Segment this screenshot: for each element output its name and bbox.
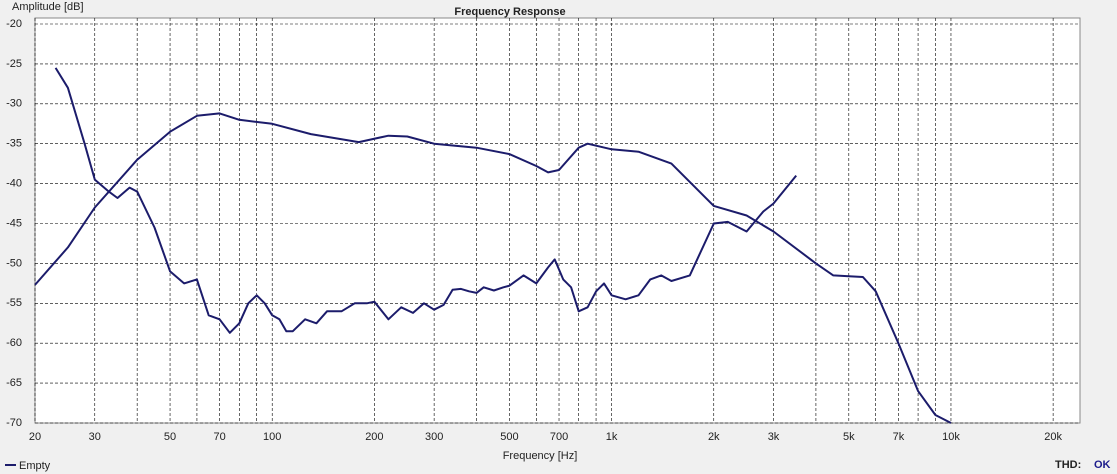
x-tick-label: 1k xyxy=(606,431,618,443)
y-tick-label: -50 xyxy=(6,257,22,269)
series-line xyxy=(54,67,797,334)
x-tick-label: 300 xyxy=(425,431,443,443)
x-tick-label: 10k xyxy=(942,431,960,443)
x-tick-label: 5k xyxy=(843,431,855,443)
plot-area xyxy=(34,17,1081,424)
status-label: THD: xyxy=(1055,459,1081,471)
x-axis-label: Frequency [Hz] xyxy=(503,450,578,462)
x-tick-label: 30 xyxy=(89,431,101,443)
series-line xyxy=(34,112,952,424)
y-tick-label: -20 xyxy=(6,18,22,30)
y-tick-label: -70 xyxy=(6,417,22,429)
y-tick-label: -65 xyxy=(6,377,22,389)
x-tick-label: 20 xyxy=(29,431,41,443)
y-axis-label: Amplitude [dB] xyxy=(12,1,84,13)
y-tick-label: -60 xyxy=(6,337,22,349)
y-tick-label: -45 xyxy=(6,217,22,229)
x-tick-label: 700 xyxy=(550,431,568,443)
x-tick-label: 200 xyxy=(365,431,383,443)
x-tick-label: 50 xyxy=(164,431,176,443)
x-tick-label: 3k xyxy=(768,431,780,443)
y-tick-label: -55 xyxy=(6,297,22,309)
y-tick-label: -40 xyxy=(6,178,22,190)
x-tick-label: 70 xyxy=(214,431,226,443)
x-tick-label: 500 xyxy=(500,431,518,443)
status-value: OK xyxy=(1094,459,1111,471)
chart-title: Frequency Response xyxy=(454,6,565,18)
y-tick-label: -35 xyxy=(6,138,22,150)
legend-label: Empty xyxy=(19,460,51,472)
x-tick-label: 100 xyxy=(263,431,281,443)
y-tick-label: -25 xyxy=(6,58,22,70)
x-tick-label: 2k xyxy=(708,431,720,443)
x-tick-label: 20k xyxy=(1044,431,1062,443)
x-tick-label: 7k xyxy=(893,431,905,443)
y-tick-label: -30 xyxy=(6,98,22,110)
